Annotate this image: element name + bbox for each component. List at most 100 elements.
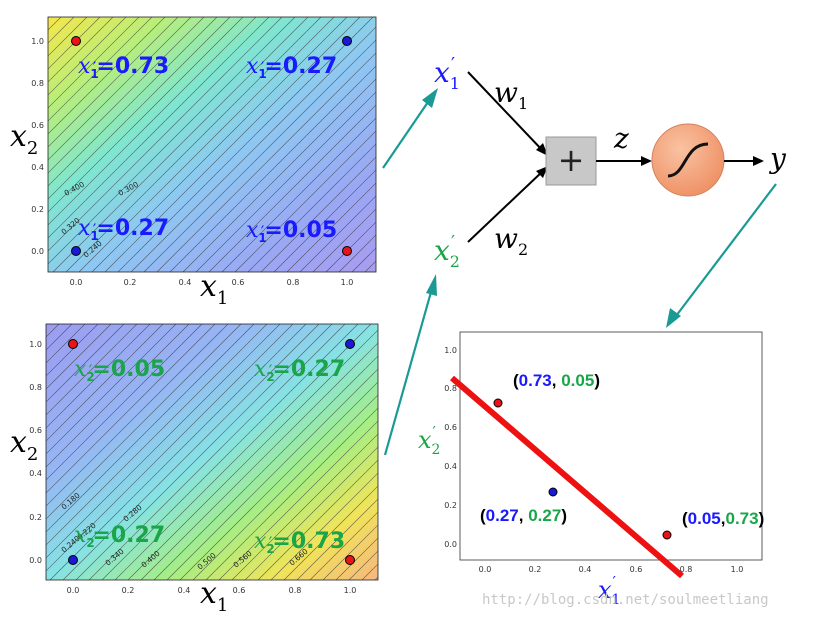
contour-line bbox=[48, 17, 101, 70]
contour-line bbox=[48, 17, 283, 252]
red-point bbox=[345, 555, 355, 565]
corner-labels: x2′=0.05 x2′=0.27 x2′=0.27 x2′=0.73 bbox=[74, 357, 345, 556]
contour-line bbox=[130, 26, 376, 272]
y-tick: 0.6 bbox=[444, 423, 457, 432]
edge-arrowhead bbox=[753, 156, 764, 166]
contour-line bbox=[46, 324, 138, 416]
contour-line bbox=[101, 324, 359, 580]
teal-arrowhead bbox=[426, 274, 437, 296]
red-point bbox=[662, 530, 672, 540]
input-x2-label: x2′ bbox=[434, 232, 460, 271]
corner-label: x2′=0.73 bbox=[254, 529, 345, 556]
corner-label: x1′=0.27 bbox=[78, 216, 169, 243]
contour-lines bbox=[48, 17, 835, 272]
contour-line bbox=[48, 17, 257, 226]
contour-line bbox=[46, 324, 151, 429]
contour-line bbox=[46, 324, 242, 520]
contour-lines bbox=[46, 324, 378, 580]
contour-line bbox=[46, 324, 229, 507]
coordinate-label: (0.27, 0.27) bbox=[480, 506, 567, 525]
corner-label: x1′=0.05 bbox=[246, 218, 337, 245]
x-tick: 0.0 bbox=[70, 278, 83, 287]
x-axis-label: x1 bbox=[200, 269, 228, 309]
contour-line bbox=[48, 17, 140, 109]
x-tick: 0.2 bbox=[122, 586, 135, 595]
input-edge-1 bbox=[467, 71, 545, 153]
contour-line bbox=[179, 381, 378, 580]
contour-line bbox=[88, 324, 346, 580]
contour-line bbox=[234, 130, 376, 272]
y-tick: 1.0 bbox=[444, 346, 457, 355]
red-point bbox=[493, 398, 503, 408]
contour-line bbox=[169, 65, 376, 272]
contour-line bbox=[231, 433, 378, 580]
x-tick: 0.8 bbox=[289, 586, 302, 595]
input-edge-2 bbox=[467, 169, 545, 243]
contour-line bbox=[221, 117, 376, 272]
contour-line bbox=[322, 524, 378, 580]
contour-line bbox=[46, 324, 125, 403]
contour-line bbox=[48, 17, 205, 174]
contour-line bbox=[218, 420, 378, 580]
contour-line bbox=[48, 17, 192, 161]
sigmoid-curve-icon bbox=[667, 142, 709, 178]
contour-line bbox=[244, 446, 378, 580]
x-tick: 1.0 bbox=[341, 278, 354, 287]
sum-node bbox=[545, 136, 597, 186]
x-axis-label: x1 bbox=[200, 576, 228, 616]
blue-point bbox=[71, 246, 81, 256]
x-tick: 0.4 bbox=[178, 586, 191, 595]
edge-arrowhead bbox=[536, 143, 548, 156]
sum-symbol: + bbox=[558, 141, 585, 179]
contour-line bbox=[46, 324, 203, 481]
point-coordinates: (0.73, 0.05) (0.27, 0.27) (0.05,0.73) bbox=[480, 371, 764, 528]
y-ticks: 0.0 0.2 0.4 0.6 0.8 1.0 bbox=[29, 340, 42, 565]
coordinate-label: (0.05,0.73) bbox=[682, 509, 764, 528]
x-tick: 1.0 bbox=[344, 586, 357, 595]
x-tick: 0.8 bbox=[680, 565, 693, 574]
data-points bbox=[68, 339, 355, 565]
contour-line bbox=[65, 17, 322, 272]
contour-line bbox=[104, 17, 361, 272]
contour-line bbox=[46, 324, 177, 455]
contour-line bbox=[205, 407, 378, 580]
plot-area bbox=[459, 331, 763, 561]
contour-line bbox=[612, 17, 835, 272]
connector-arrows bbox=[382, 88, 777, 456]
y-ticks: 0.0 0.2 0.4 0.6 0.8 1.0 bbox=[31, 37, 44, 256]
contour-line bbox=[48, 17, 244, 213]
x-tick: 0.2 bbox=[529, 565, 542, 574]
contour-line bbox=[166, 368, 378, 580]
contour-line bbox=[127, 329, 378, 580]
contour-line bbox=[62, 324, 320, 580]
contour-line bbox=[46, 324, 99, 377]
corner-label: x2′=0.05 bbox=[74, 357, 165, 384]
corner-labels: x1′=0.73 x1′=0.27 x1′=0.27 x1′=0.05 bbox=[78, 54, 337, 245]
contour-line bbox=[46, 324, 190, 468]
contour-line bbox=[48, 17, 127, 96]
y-axis-label: x2 bbox=[10, 119, 38, 159]
contour-line bbox=[114, 324, 372, 580]
contour-line bbox=[48, 17, 153, 122]
blue-point bbox=[345, 339, 355, 349]
contour-line bbox=[140, 342, 378, 580]
teal-arrow bbox=[383, 291, 433, 456]
teal-arrowhead bbox=[666, 308, 681, 328]
y-tick: 0.8 bbox=[31, 79, 44, 88]
x-tick: 0.6 bbox=[233, 586, 246, 595]
contour-line bbox=[46, 324, 281, 559]
red-point bbox=[342, 246, 352, 256]
contour-line bbox=[46, 324, 255, 533]
contour-line bbox=[75, 324, 333, 580]
weight-w1-label: w1 bbox=[494, 76, 528, 113]
contour-line bbox=[48, 17, 270, 239]
x-ticks: 0.0 0.2 0.4 0.6 0.8 1.0 bbox=[479, 565, 744, 574]
x-tick: 0.4 bbox=[579, 565, 592, 574]
x-ticks: 0.0 0.2 0.4 0.6 0.8 1.0 bbox=[70, 278, 354, 287]
y-tick: 0.4 bbox=[31, 163, 44, 172]
coordinate-label: (0.73, 0.05) bbox=[513, 371, 600, 390]
y-tick: 0.2 bbox=[444, 501, 457, 510]
contour-line bbox=[49, 324, 307, 580]
y-axis-label: x2 bbox=[10, 425, 38, 465]
x-tick: 1.0 bbox=[731, 565, 744, 574]
